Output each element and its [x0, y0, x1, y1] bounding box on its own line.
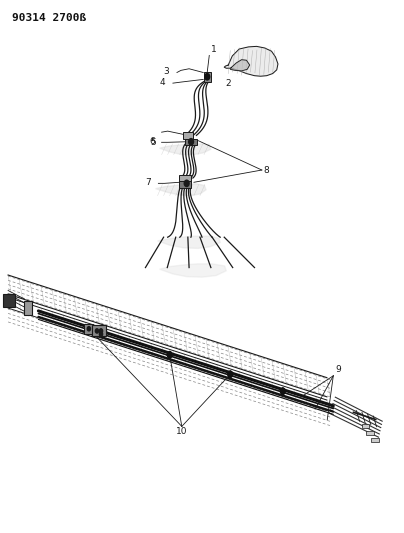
Text: 7: 7: [145, 178, 151, 187]
Circle shape: [99, 332, 103, 336]
FancyBboxPatch shape: [183, 132, 193, 139]
FancyBboxPatch shape: [3, 294, 15, 307]
Text: 6: 6: [150, 137, 156, 146]
Circle shape: [228, 371, 233, 377]
FancyBboxPatch shape: [185, 139, 197, 145]
Circle shape: [99, 329, 103, 333]
FancyBboxPatch shape: [371, 438, 379, 442]
Text: 3: 3: [163, 67, 169, 76]
Polygon shape: [227, 370, 234, 378]
Text: 90314 2700ß: 90314 2700ß: [12, 13, 86, 23]
Circle shape: [205, 74, 210, 80]
FancyBboxPatch shape: [366, 431, 374, 435]
Text: 2: 2: [225, 79, 231, 88]
Polygon shape: [280, 387, 286, 395]
FancyBboxPatch shape: [84, 324, 93, 334]
Text: 10: 10: [176, 427, 187, 437]
Circle shape: [184, 180, 189, 187]
Text: 4: 4: [159, 78, 165, 87]
Text: 1: 1: [210, 45, 216, 54]
Polygon shape: [230, 60, 250, 71]
Polygon shape: [160, 144, 211, 155]
FancyBboxPatch shape: [204, 72, 211, 82]
Circle shape: [95, 329, 99, 333]
FancyBboxPatch shape: [179, 175, 191, 182]
Polygon shape: [166, 351, 173, 359]
FancyBboxPatch shape: [362, 424, 369, 429]
Polygon shape: [224, 46, 278, 76]
Text: 5: 5: [150, 138, 156, 147]
Circle shape: [87, 327, 90, 331]
FancyBboxPatch shape: [92, 325, 106, 336]
FancyBboxPatch shape: [179, 181, 191, 188]
Text: 8: 8: [264, 166, 269, 175]
FancyBboxPatch shape: [24, 301, 32, 315]
Circle shape: [280, 388, 285, 394]
Circle shape: [167, 352, 172, 358]
Polygon shape: [156, 184, 206, 196]
Circle shape: [189, 139, 194, 145]
Polygon shape: [158, 236, 220, 248]
Polygon shape: [160, 264, 226, 277]
Text: 9: 9: [335, 365, 341, 374]
